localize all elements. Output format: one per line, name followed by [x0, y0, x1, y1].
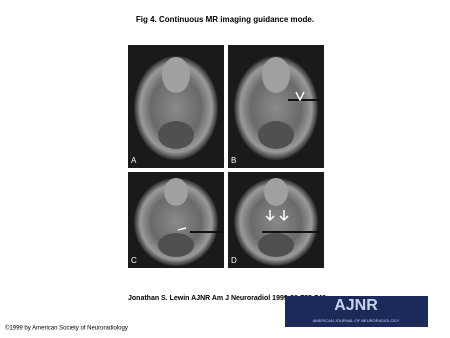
panel-b: B	[228, 45, 324, 168]
copyright: ©1999 by American Society of Neuroradiol…	[5, 325, 128, 332]
logo-subtitle: AMERICAN JOURNAL OF NEURORADIOLOGY	[313, 318, 400, 323]
panel-label: A	[131, 156, 137, 165]
journal-logo: AJNR AMERICAN JOURNAL OF NEURORADIOLOGY	[285, 296, 428, 327]
citation: Jonathan S. Lewin AJNR Am J Neuroradiol …	[128, 295, 326, 302]
panel-d: D	[228, 172, 324, 268]
panel-a: A	[128, 45, 224, 168]
logo-name: AJNR	[334, 297, 378, 314]
panel-label: B	[231, 156, 236, 165]
title: Fig 4. Continuous MR imaging guidance mo…	[136, 15, 314, 24]
panel-label: D	[231, 256, 237, 265]
panel-c: C	[128, 172, 224, 268]
panel-label: C	[131, 256, 137, 265]
